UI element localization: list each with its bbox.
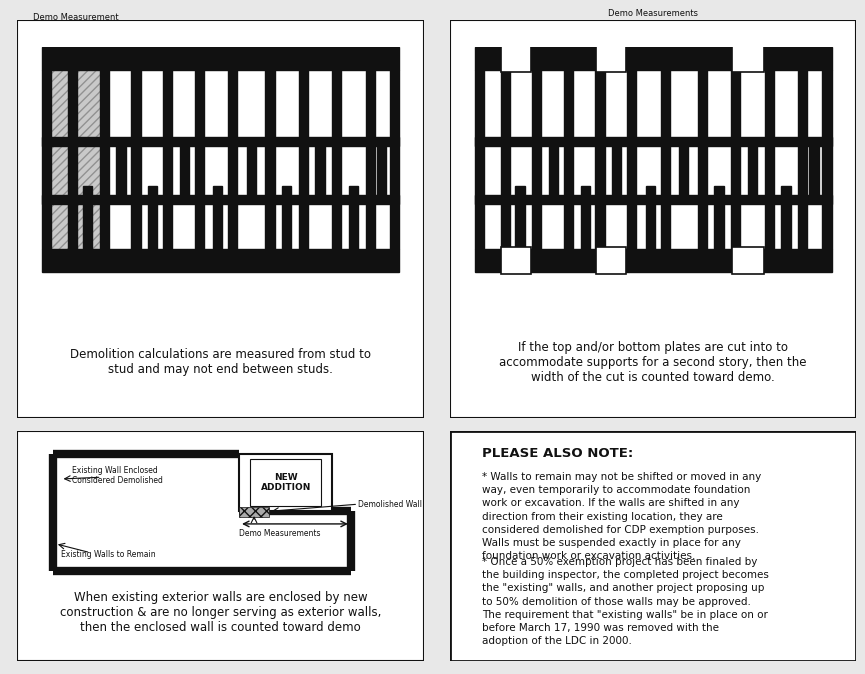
Bar xyxy=(714,187,724,249)
Bar xyxy=(475,195,831,204)
Text: * Once a 50% exemption project has been finaled by
the building inspector, the c: * Once a 50% exemption project has been … xyxy=(482,557,769,646)
Bar xyxy=(748,145,757,195)
Bar xyxy=(502,247,531,274)
Bar xyxy=(732,247,764,274)
Bar xyxy=(163,69,172,249)
Bar xyxy=(564,69,573,249)
Bar xyxy=(627,69,637,249)
Bar xyxy=(596,45,626,72)
Bar xyxy=(332,69,342,249)
Bar xyxy=(266,69,274,249)
Bar xyxy=(42,137,399,146)
Bar xyxy=(68,69,77,249)
Bar xyxy=(549,145,558,195)
Bar xyxy=(298,69,308,249)
Bar xyxy=(99,69,109,249)
Bar xyxy=(475,47,831,69)
Bar xyxy=(596,40,626,72)
Text: Demolished Wall: Demolished Wall xyxy=(358,499,422,509)
Bar xyxy=(612,145,621,195)
Bar xyxy=(148,187,157,249)
Text: PLEASE ALSO NOTE:: PLEASE ALSO NOTE: xyxy=(482,447,633,460)
Text: When existing exterior walls are enclosed by new
construction & are no longer se: When existing exterior walls are enclose… xyxy=(60,591,381,634)
Text: NEW
ADDITION: NEW ADDITION xyxy=(260,473,311,492)
Bar xyxy=(239,507,269,517)
Bar xyxy=(349,187,358,249)
Bar xyxy=(42,249,399,272)
Bar xyxy=(475,137,831,146)
Bar xyxy=(645,187,655,249)
Bar xyxy=(595,69,605,249)
Bar xyxy=(810,145,818,195)
Bar xyxy=(42,47,399,69)
Bar xyxy=(213,187,222,249)
Bar xyxy=(502,45,531,72)
Bar xyxy=(228,69,237,249)
Bar xyxy=(596,247,626,274)
Text: If the top and/or bottom plates are cut into to
accommodate supports for a secon: If the top and/or bottom plates are cut … xyxy=(499,341,807,384)
Text: Demo Measurements: Demo Measurements xyxy=(239,529,321,539)
Bar xyxy=(765,69,774,249)
Bar xyxy=(42,69,109,249)
Bar xyxy=(195,69,204,249)
Bar xyxy=(798,69,807,249)
Bar xyxy=(502,40,531,72)
Bar xyxy=(532,69,541,249)
Bar xyxy=(131,69,141,249)
Bar xyxy=(117,145,125,195)
Bar xyxy=(501,69,509,249)
Bar xyxy=(42,195,399,204)
Bar xyxy=(282,187,292,249)
Bar xyxy=(823,69,831,249)
Bar xyxy=(596,247,626,274)
Bar xyxy=(661,69,670,249)
Text: Demo Measurement: Demo Measurement xyxy=(33,13,119,22)
Bar xyxy=(83,187,93,249)
Bar xyxy=(475,69,484,249)
Bar xyxy=(502,247,531,274)
Text: Demo Measurements: Demo Measurements xyxy=(608,9,698,18)
Bar xyxy=(180,145,189,195)
Bar xyxy=(42,69,51,249)
Text: Existing Walls to Remain: Existing Walls to Remain xyxy=(61,550,155,559)
Bar xyxy=(316,145,324,195)
Bar xyxy=(679,145,689,195)
Bar xyxy=(580,187,590,249)
Bar xyxy=(732,247,764,274)
Text: Existing Wall Enclosed
Considered Demolished: Existing Wall Enclosed Considered Demoli… xyxy=(72,466,163,485)
Bar xyxy=(732,40,764,72)
Bar xyxy=(377,145,386,195)
Bar xyxy=(366,69,375,249)
Bar xyxy=(475,249,831,272)
Bar xyxy=(390,69,399,249)
Bar xyxy=(516,187,525,249)
Bar xyxy=(247,145,256,195)
Text: * Walls to remain may not be shifted or moved in any
way, even temporarily to ac: * Walls to remain may not be shifted or … xyxy=(482,472,761,561)
Bar xyxy=(731,69,740,249)
Bar xyxy=(781,187,791,249)
Bar xyxy=(732,45,764,72)
Bar xyxy=(698,69,707,249)
Text: Demolition calculations are measured from stud to
stud and may not end between s: Demolition calculations are measured fro… xyxy=(70,348,371,376)
Bar xyxy=(250,459,321,506)
Bar xyxy=(239,454,332,512)
